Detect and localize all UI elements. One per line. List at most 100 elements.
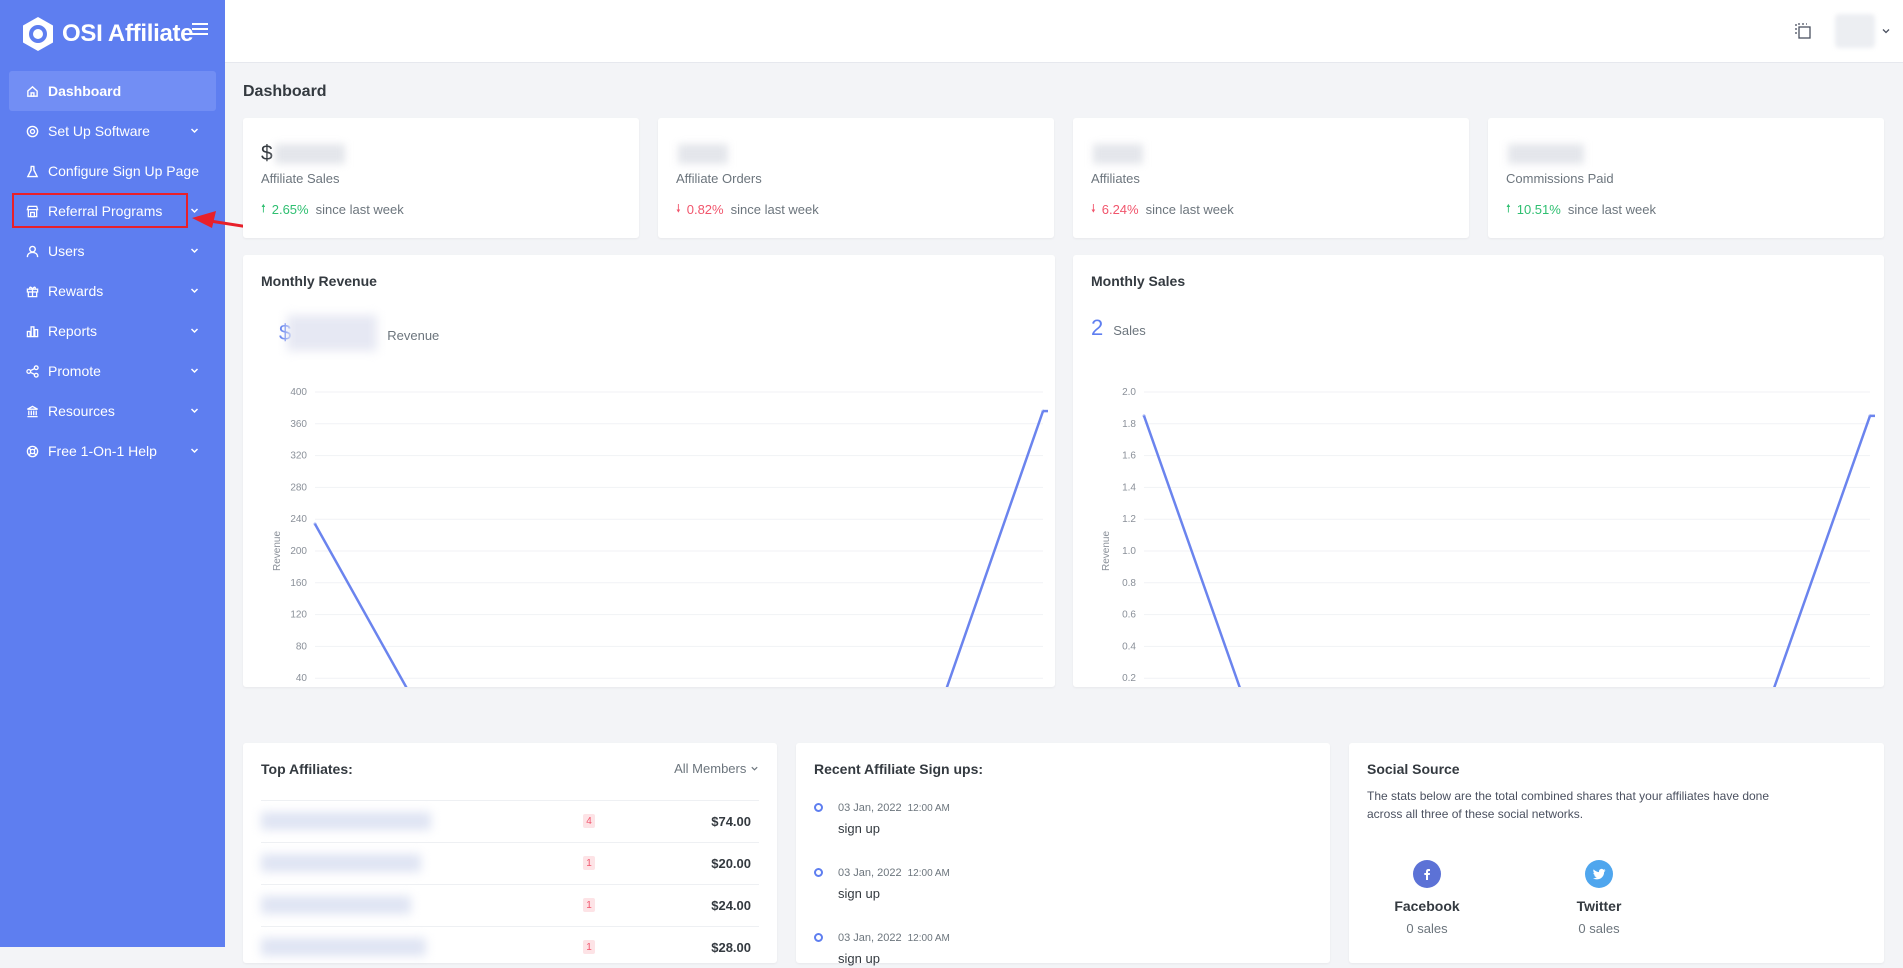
count-badge: 1 (583, 898, 595, 912)
timeline-dot (814, 933, 823, 942)
stat-value (676, 141, 728, 167)
bank-icon (25, 404, 39, 418)
y-tick-label: 360 (290, 419, 307, 430)
social-twitter: Twitter 0 sales (1549, 860, 1649, 936)
stat-value: $ (261, 141, 345, 167)
sidebar-item-reports[interactable]: Reports (9, 311, 216, 351)
social-sales: 0 sales (1406, 921, 1448, 936)
stat-label: Affiliate Orders (676, 171, 762, 186)
y-tick-label: 80 (296, 641, 308, 652)
sidebar-item-referral-programs[interactable]: Referral Programs (9, 191, 216, 231)
stat-value (1091, 141, 1143, 167)
chevron-down-icon[interactable] (1881, 26, 1891, 36)
signup-text: sign up (838, 951, 880, 966)
data-point (1868, 414, 1872, 418)
brand[interactable]: OSI Affiliate (20, 14, 194, 54)
members-filter-dropdown[interactable]: All Members (674, 761, 759, 776)
sidebar-item-configure-sign-up-page[interactable]: Configure Sign Up Page (9, 151, 216, 191)
revenue-total: $ Revenue (279, 315, 439, 351)
y-tick-label: 1.2 (1122, 514, 1136, 525)
chevron-down-icon (751, 766, 758, 771)
y-axis-label: Revenue (1101, 531, 1112, 571)
table-row[interactable]: 1 $24.00 (261, 884, 759, 926)
sidebar: OSI Affiliate Dashboard Set Up Software … (0, 0, 225, 947)
social-source-card: Social Source The stats below are the to… (1349, 743, 1884, 963)
sales-line-chart: 0.00.20.40.60.81.01.21.41.61.82.0MayJunJ… (1101, 387, 1875, 687)
top-affiliates-card: Top Affiliates: All Members 4 $74.00 1 $… (243, 743, 777, 963)
y-tick-label: 200 (290, 546, 307, 557)
social-sales: 0 sales (1578, 921, 1620, 936)
y-tick-label: 240 (290, 514, 307, 525)
y-tick-label: 400 (290, 387, 307, 398)
card-title: Monthly Revenue (261, 273, 377, 289)
hamburger-menu-icon[interactable] (192, 23, 208, 37)
sidebar-item-users[interactable]: Users (9, 231, 216, 271)
y-tick-label: 0.2 (1122, 673, 1136, 684)
arrow-up-icon: 🠕 (1506, 203, 1511, 215)
signup-text: sign up (838, 821, 880, 836)
y-tick-label: 0.6 (1122, 610, 1136, 621)
blurred-value (287, 315, 378, 351)
series-line (313, 410, 1045, 687)
trend-since: since last week (1567, 202, 1656, 217)
store-icon (25, 204, 39, 218)
table-row[interactable]: 4 $74.00 (261, 800, 759, 842)
sidebar-item-resources[interactable]: Resources (9, 391, 216, 431)
page-title: Dashboard (243, 83, 327, 100)
sidebar-item-promote[interactable]: Promote (9, 351, 216, 391)
sidebar-item-label: Reports (48, 323, 98, 339)
stat-card-affiliate-orders: Affiliate Orders 🠗 0.82% since last week (658, 118, 1054, 238)
lifebuoy-icon (25, 444, 39, 458)
user-icon (25, 244, 39, 258)
sidebar-item-rewards[interactable]: Rewards (9, 271, 216, 311)
signup-time: 03 Jan, 2022 12:00 AM (838, 932, 950, 944)
share-icon (25, 364, 39, 378)
sales-total: 2 Sales (1091, 315, 1146, 340)
sidebar-item-set-up-software[interactable]: Set Up Software (9, 111, 216, 151)
stat-trend: 🠗 0.82% since last week (676, 200, 819, 219)
trend-since: since last week (315, 202, 404, 217)
table-row[interactable]: 1 $20.00 (261, 842, 759, 884)
sidebar-item-free-help[interactable]: Free 1-On-1 Help (9, 431, 216, 471)
sidebar-item-label: Free 1-On-1 Help (48, 443, 157, 459)
trend-since: since last week (730, 202, 819, 217)
main-content: Dashboard $ Affiliate Sales 🠕 2.65% since … (225, 63, 1903, 966)
blurred-value (274, 144, 345, 164)
chevron-down-icon (190, 248, 199, 254)
social-name: Twitter (1576, 898, 1622, 914)
timeline-dot (814, 803, 823, 812)
arrow-down-icon: 🠗 (1091, 203, 1096, 215)
sidebar-item-label: Resources (48, 403, 115, 419)
sidebar-item-dashboard[interactable]: Dashboard (9, 71, 216, 111)
stat-trend: 🠕 10.51% since last week (1506, 200, 1656, 219)
y-tick-label: 1.0 (1122, 546, 1136, 557)
y-tick-label: 1.4 (1122, 482, 1136, 493)
facebook-icon (1413, 860, 1441, 888)
stat-card-affiliate-sales: $ Affiliate Sales 🠕 2.65% since last week (243, 118, 639, 238)
monthly-revenue-card: Monthly Revenue $Revenue 040801201602002… (243, 255, 1055, 687)
signup-time: 03 Jan, 2022 12:00 AM (838, 802, 950, 814)
stat-card-commissions-paid: Commissions Paid 🠕 10.51% since last week (1488, 118, 1884, 238)
count-badge: 1 (583, 940, 595, 954)
card-title: Top Affiliates: (261, 761, 353, 777)
arrow-up-icon: 🠕 (261, 203, 266, 215)
signup-text: sign up (838, 886, 880, 901)
chevron-down-icon (190, 128, 199, 134)
app-name: OSI Affiliate (62, 20, 194, 47)
chevron-down-icon (190, 448, 199, 454)
recent-signups-card: Recent Affiliate Sign ups: 03 Jan, 2022 1… (796, 743, 1330, 966)
fullscreen-icon[interactable] (1793, 21, 1813, 41)
sidebar-item-label: Configure Sign Up Page (48, 163, 199, 179)
social-name: Facebook (1394, 898, 1460, 914)
stat-value (1506, 141, 1584, 167)
y-tick-label: 120 (290, 610, 307, 621)
twitter-icon (1585, 860, 1613, 888)
avatar[interactable] (1835, 14, 1875, 48)
y-tick-label: 320 (290, 451, 307, 462)
sidebar-item-label: Referral Programs (48, 203, 163, 219)
blurred-affiliate-name (261, 812, 431, 830)
trend-percent: 0.82% (686, 202, 724, 217)
table-row[interactable]: 1 $28.00 (261, 926, 759, 968)
y-tick-label: 1.6 (1122, 451, 1136, 462)
